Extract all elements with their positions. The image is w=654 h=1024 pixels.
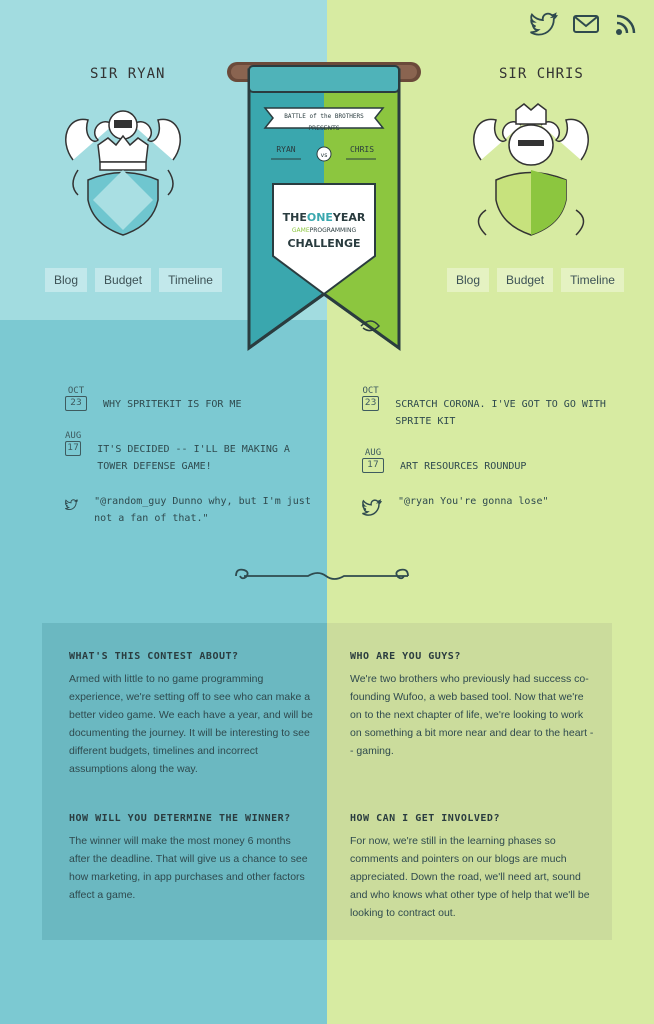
crest-right-icon [473, 103, 589, 236]
faq-question: How will you determine the winner? [69, 813, 291, 824]
tweet-text: "@ryan You're gonna lose" [398, 496, 549, 507]
player-name-right: SIR CHRIS [499, 66, 584, 82]
post-title[interactable]: Why SpriteKit is for me [103, 399, 242, 410]
post-item[interactable]: OCT 23 Scratch Corona. I've got to go wi… [362, 386, 612, 430]
nav-budget-right[interactable]: Budget [497, 268, 554, 292]
crest-left-icon [65, 110, 181, 236]
nav-blog-left[interactable]: Blog [45, 268, 88, 292]
banner-title-line3: CHALLENGE [287, 237, 360, 250]
faq-item: What's this contest about? Armed with li… [69, 651, 314, 778]
faq-question: How can I get involved? [350, 813, 500, 824]
flourish-divider-icon [235, 568, 409, 580]
post-date: OCT 23 [362, 386, 380, 411]
player-name-left: SIR RYAN [90, 66, 166, 82]
faq-item: How can I get involved? For now, we're s… [350, 813, 595, 922]
post-item[interactable]: AUG 17 Art Resources Roundup [362, 448, 612, 475]
nav-timeline-left[interactable]: Timeline [159, 268, 222, 292]
post-title[interactable]: Scratch Corona. I've got to go with Spri… [395, 399, 606, 427]
faq-answer: We're two brothers who previously had su… [350, 673, 594, 757]
challenge-banner: BATTLE of the BROTHERS PRESENTS RYAN vs … [227, 62, 421, 351]
faq-answer: The winner will make the most money 6 mo… [69, 835, 308, 901]
social-links [530, 12, 642, 36]
post-date: AUG 17 [362, 448, 384, 473]
faq-section: What's this contest about? Armed with li… [42, 623, 612, 940]
faq-question: Who are you guys? [350, 651, 461, 662]
nav-right: Blog Budget Timeline [447, 268, 624, 292]
post-title[interactable]: It's decided -- I'll be making a tower d… [97, 444, 290, 472]
tweet-right: "@ryan You're gonna lose" [362, 493, 612, 516]
post-item[interactable]: AUG 17 It's decided -- I'll be making a … [65, 431, 315, 475]
banner-title-line1: THEONEYEAR [283, 211, 366, 224]
nav-timeline-right[interactable]: Timeline [561, 268, 624, 292]
post-item[interactable]: OCT 23 Why SpriteKit is for me [65, 386, 315, 413]
faq-question: What's this contest about? [69, 651, 239, 662]
faq-answer: Armed with little to no game programming… [69, 673, 313, 775]
banner-presents-text: PRESENTS [308, 125, 339, 132]
faq-answer: For now, we're still in the learning pha… [350, 835, 590, 919]
posts-left: OCT 23 Why SpriteKit is for me AUG 17 It… [65, 386, 315, 527]
faq-right-bg [327, 623, 612, 940]
twitter-bird-icon [362, 499, 382, 516]
faq-item: Who are you guys? We're two brothers who… [350, 651, 595, 760]
posts-right: OCT 23 Scratch Corona. I've got to go wi… [362, 386, 612, 516]
banner-battle-text: BATTLE of the BROTHERS [284, 113, 364, 120]
banner-title-line2: GAMEPROGRAMMING [292, 227, 357, 234]
rss-icon[interactable] [614, 12, 642, 36]
post-date: OCT 23 [65, 386, 87, 411]
banner-right-name: CHRIS [350, 145, 374, 154]
post-title[interactable]: Art Resources Roundup [400, 461, 527, 472]
faq-item: How will you determine the winner? The w… [69, 813, 314, 904]
twitter-bird-icon [65, 499, 79, 511]
nav-budget-left[interactable]: Budget [95, 268, 152, 292]
post-date: AUG 17 [65, 431, 82, 456]
twitter-icon[interactable] [530, 12, 558, 36]
banner-vs: vs [321, 152, 328, 159]
nav-blog-right[interactable]: Blog [447, 268, 490, 292]
faq-left-bg [42, 623, 327, 940]
nav-left: Blog Budget Timeline [45, 268, 222, 292]
tweet-text: "@random_guy Dunno why, but I'm just not… [94, 496, 311, 524]
tweet-left: "@random_guy Dunno why, but I'm just not… [65, 493, 315, 527]
mail-icon[interactable] [572, 12, 600, 36]
banner-left-name: RYAN [276, 145, 295, 154]
